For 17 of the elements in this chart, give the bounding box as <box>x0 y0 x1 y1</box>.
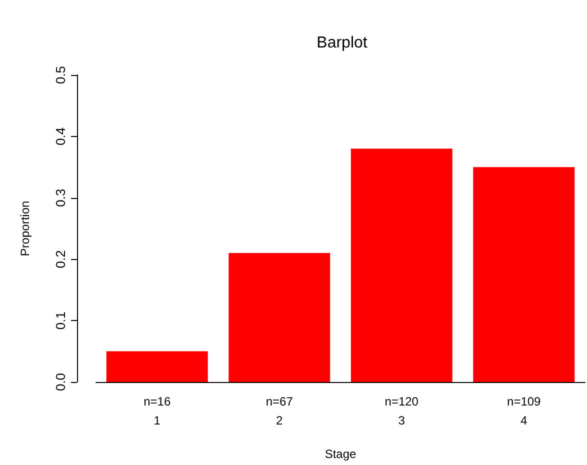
y-tick-label: 0.0 <box>53 372 68 392</box>
chart-title: Barplot <box>316 34 368 52</box>
y-tick-label: 0.2 <box>53 250 68 268</box>
x-tick-label: n=16 1 <box>144 394 171 428</box>
bar <box>228 253 330 382</box>
x-tick-label: n=109 4 <box>507 394 542 428</box>
bar <box>106 351 208 382</box>
bar <box>473 167 575 382</box>
y-tick-label: 0.3 <box>53 188 68 207</box>
bar <box>350 148 452 382</box>
x-tick-label: n=67 2 <box>266 394 294 428</box>
y-axis-title: Proportion <box>18 200 32 256</box>
y-tick-label: 0.1 <box>53 312 68 330</box>
y-tick-label: 0.5 <box>53 66 68 84</box>
y-tick-label: 0.4 <box>53 127 68 146</box>
x-tick-label: n=120 3 <box>384 394 419 428</box>
x-axis-title: Stage <box>324 447 357 461</box>
